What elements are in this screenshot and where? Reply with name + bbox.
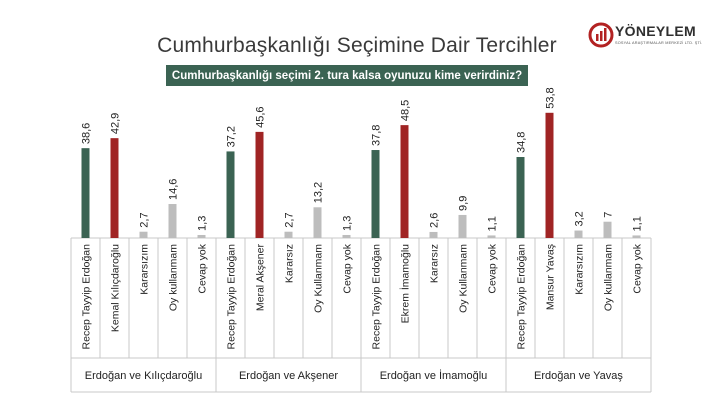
bar	[574, 230, 583, 238]
category-label: Kemal Kılıçdaroğlu	[110, 244, 122, 332]
logo-emblem-icon	[588, 22, 614, 48]
bar	[197, 234, 206, 238]
category-label: Kararsızım	[139, 244, 151, 295]
data-label: 37,8	[371, 125, 383, 146]
logo-tagline: SOSYAL ARAŞTIRMALAR MERKEZİ LTD. ŞTİ.	[615, 41, 703, 45]
data-label: 2,7	[284, 212, 296, 227]
group-label: Erdoğan ve İmamoğlu	[380, 369, 488, 382]
bar	[81, 148, 90, 238]
bar	[139, 231, 148, 238]
category-label: Cevap yok	[342, 243, 354, 293]
yoneylem-logo: YÖNEYLEM SOSYAL ARAŞTIRMALAR MERKEZİ LTD…	[588, 22, 710, 52]
data-label: 1,3	[197, 216, 209, 231]
data-label: 1,1	[487, 216, 499, 231]
data-label: 42,9	[110, 113, 122, 134]
data-label: 3,2	[574, 211, 586, 226]
group-label: Erdoğan ve Akşener	[239, 370, 338, 382]
data-label: 9,9	[458, 196, 470, 211]
bar	[429, 231, 438, 238]
category-label: Mansur Yavaş	[545, 244, 557, 310]
data-label: 53,8	[545, 87, 557, 108]
category-label: Cevap yok	[197, 243, 209, 293]
bar	[226, 151, 235, 238]
bar	[168, 204, 177, 238]
category-label: Ekrem İmamoğlu	[399, 244, 412, 324]
category-label: Recep Tayyip Erdoğan	[516, 244, 528, 350]
group-label: Erdoğan ve Kılıçdaroğlu	[85, 370, 202, 382]
category-label: Cevap yok	[632, 243, 644, 293]
question-banner: Cumhurbaşkanlığı seçimi 2. tura kalsa oy…	[166, 65, 528, 86]
bar	[632, 235, 641, 238]
category-label: Recep Tayyip Erdoğan	[371, 244, 383, 350]
data-label: 1,1	[632, 216, 644, 231]
category-label: Oy Kullanmam	[313, 244, 325, 313]
bar	[313, 207, 322, 238]
bar	[284, 231, 293, 238]
data-label: 48,5	[400, 100, 412, 121]
bar	[110, 138, 119, 238]
category-label: Oy kullanmam	[603, 244, 615, 311]
page-title: Cumhurbaşkanlığı Seçimine Dair Tercihler	[157, 34, 557, 57]
data-label: 2,6	[429, 213, 441, 228]
data-label: 34,8	[516, 132, 528, 153]
bar	[371, 150, 380, 238]
category-label: Kararsız	[429, 244, 441, 283]
data-label: 45,6	[255, 106, 267, 127]
group-label: Erdoğan ve Yavaş	[534, 370, 623, 382]
bar	[516, 157, 525, 238]
data-label: 37,2	[226, 126, 238, 147]
bar	[400, 125, 409, 238]
bar	[342, 234, 351, 238]
category-label: Kararsızım	[574, 244, 586, 295]
category-label: Kararsız	[284, 244, 296, 283]
data-label: 2,7	[139, 212, 151, 227]
bar	[458, 214, 467, 238]
bar	[545, 112, 554, 238]
category-label: Meral Akşener	[255, 244, 267, 312]
bar	[487, 235, 496, 238]
category-label: Oy kullanmam	[168, 244, 180, 311]
data-label: 1,3	[342, 216, 354, 231]
data-label: 38,6	[81, 123, 93, 144]
data-label: 7	[603, 212, 615, 218]
category-label: Recep Tayyip Erdoğan	[226, 244, 238, 350]
data-label: 14,6	[168, 179, 180, 200]
data-label: 13,2	[313, 182, 325, 203]
bar	[603, 221, 612, 238]
category-label: Cevap yok	[487, 243, 499, 293]
category-label: Oy Kullanmam	[458, 244, 470, 313]
bar	[255, 131, 264, 238]
logo-brand-text: YÖNEYLEM	[615, 23, 696, 39]
category-label: Recep Tayyip Erdoğan	[81, 244, 93, 350]
